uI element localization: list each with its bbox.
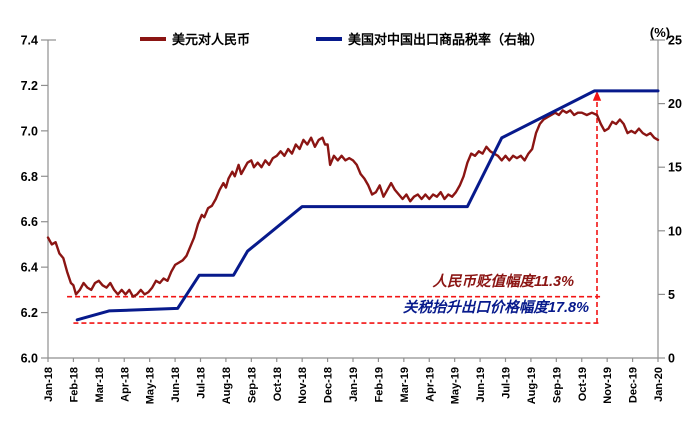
left-axis-tick-label: 6.2 <box>21 306 38 320</box>
left-axis-tick-label: 7.2 <box>21 79 38 93</box>
x-axis-tick-label: Apr-18 <box>119 367 131 402</box>
x-axis-tick-label: Feb-18 <box>68 367 80 402</box>
right-axis-tick-label: 10 <box>668 224 682 238</box>
left-axis-tick-label: 6.0 <box>21 352 38 366</box>
right-axis-unit-label: (%) <box>649 25 671 40</box>
x-axis-tick-label: Sep-18 <box>246 367 258 403</box>
tariff-line-marker-icon <box>316 36 343 41</box>
left-axis-tick-label: 6.8 <box>21 170 38 184</box>
right-axis-tick-label: 5 <box>668 288 675 302</box>
usdcny-line-marker-icon <box>140 36 166 41</box>
legend: 美元对人民币 美国对中国出口商品税率（右轴） <box>140 29 543 48</box>
x-axis-tick-label: Nov-18 <box>297 367 309 404</box>
left-axis-tick-label: 7.4 <box>21 34 38 48</box>
x-axis-tick-label: Nov-19 <box>602 367 614 404</box>
x-axis-tick-label: Jun-18 <box>170 367 182 402</box>
right-axis-tick-label: 15 <box>668 161 682 175</box>
legend-item-usdcny: 美元对人民币 <box>140 29 250 48</box>
x-axis-tick-label: Jun-19 <box>475 367 487 402</box>
right-axis-tick-label: 25 <box>668 34 682 48</box>
legend-label-usdcny: 美元对人民币 <box>172 32 251 47</box>
x-axis-tick-label: Aug-18 <box>221 367 233 404</box>
tariff-series-line <box>75 89 660 322</box>
x-axis-tick-label: Oct-19 <box>577 367 589 401</box>
left-axis-tick-label: 6.4 <box>21 261 38 275</box>
right-axis-tick-label: 20 <box>668 97 682 111</box>
left-axis-tick-label: 6.6 <box>21 215 38 229</box>
tariff-increase-annotation: 关税抬升出口价格幅度17.8% <box>402 300 589 316</box>
x-axis-tick-label: Jul-18 <box>196 367 208 399</box>
x-axis-tick-label: Dec-18 <box>323 367 335 403</box>
x-axis-tick-label: Dec-19 <box>628 367 640 403</box>
legend-item-tariff: 美国对中国出口商品税率（右轴） <box>316 29 543 48</box>
legend-label-tariff: 美国对中国出口商品税率（右轴） <box>348 32 544 47</box>
x-axis-tick-label: Mar-18 <box>94 367 106 402</box>
x-axis-tick-label: Mar-19 <box>399 367 411 402</box>
x-axis-tick-label: Sep-19 <box>551 367 563 403</box>
right-axis-tick-label: 0 <box>668 352 675 366</box>
x-axis-tick-label: Oct-18 <box>272 367 284 401</box>
x-axis-tick-label: Jan-20 <box>653 367 665 402</box>
x-axis-tick-label: Jan-18 <box>43 367 55 402</box>
x-axis-tick-label: Jul-19 <box>501 367 513 399</box>
x-axis-tick-label: May-18 <box>145 367 157 404</box>
x-axis-tick-label: Aug-19 <box>526 367 538 404</box>
x-axis-tick-label: Apr-19 <box>424 367 436 402</box>
left-axis-tick-label: 7.0 <box>21 124 38 138</box>
x-axis-tick-label: Jan-19 <box>348 367 360 402</box>
usdcny-series-line <box>46 109 660 298</box>
arrow-up-icon <box>592 90 602 101</box>
rmb-depreciation-annotation: 人民币贬值幅度11.3% <box>432 274 574 290</box>
x-axis-tick-label: Feb-19 <box>373 367 385 402</box>
x-axis-tick-label: May-19 <box>450 367 462 404</box>
